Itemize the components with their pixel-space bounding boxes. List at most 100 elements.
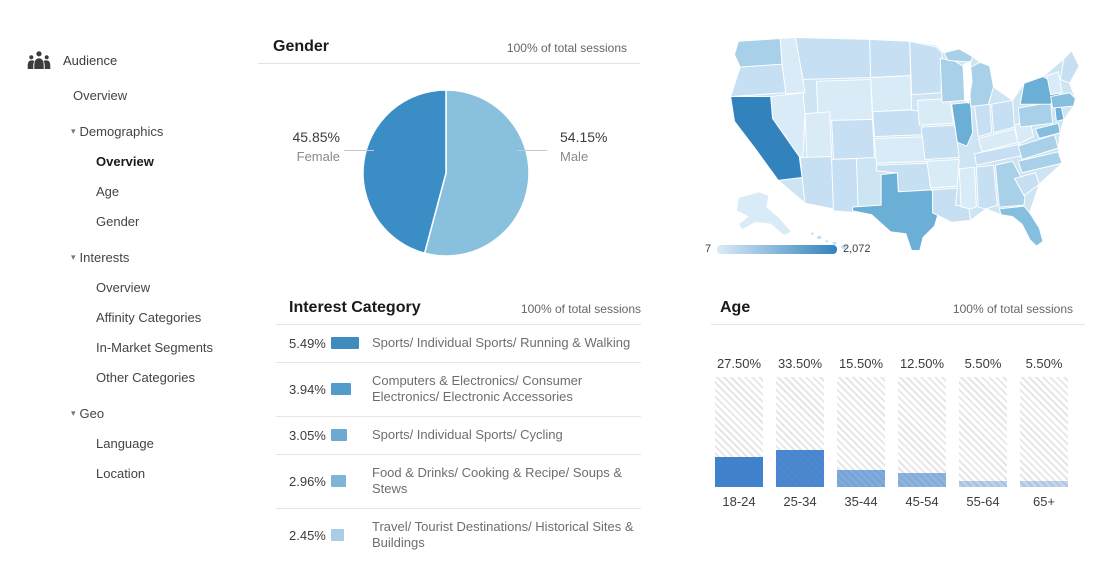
interest-list: 5.49% Sports/ Individual Sports/ Running… [276, 325, 641, 562]
gender-pie-chart [362, 89, 530, 257]
age-bar-column: 5.50% 65+ [1020, 356, 1068, 509]
sidebar-item-overview[interactable]: Overview [0, 272, 256, 302]
age-bar-column: 12.50% 45-54 [898, 356, 946, 509]
interest-label: Travel/ Tourist Destinations/ Historical… [372, 518, 634, 551]
map-legend-bar [717, 245, 837, 254]
pie-slice-female [362, 89, 447, 255]
sidebar-item-label: Interests [79, 249, 130, 265]
sidebar-item-demographics[interactable]: ▾ Demographics [0, 116, 256, 146]
female-percent: 45.85% [292, 129, 340, 145]
sidebar-item-age[interactable]: Age [0, 176, 256, 206]
interest-row: 2.45% Travel/ Tourist Destinations/ Hist… [276, 507, 641, 562]
age-bucket-label: 35-44 [844, 494, 878, 509]
age-bucket-label: 25-34 [783, 494, 817, 509]
interest-bar-track [331, 383, 372, 396]
interest-row: 3.05% Sports/ Individual Sports/ Cycling [276, 415, 641, 454]
age-bucket-label: 45-54 [905, 494, 939, 509]
age-percent: 5.50% [964, 356, 1002, 371]
sidebar-item-affinity-categories[interactable]: Affinity Categories [0, 302, 256, 332]
age-bucket-label: 55-64 [966, 494, 1000, 509]
sidebar-nav: Overview ▾ Demographics Overview Age Gender ▾ I… [0, 80, 256, 488]
sidebar-item-label: Age [96, 183, 120, 199]
sidebar-item-location[interactable]: Location [0, 458, 256, 488]
age-bar-column: 27.50% 18-24 [715, 356, 763, 509]
us-sessions-map [730, 37, 1080, 250]
interest-bar [331, 529, 344, 542]
gender-panel-subtitle: 100% of total sessions [506, 41, 627, 55]
sidebar-header-audience[interactable]: Audience [0, 44, 256, 76]
interest-row: 5.49% Sports/ Individual Sports/ Running… [276, 325, 641, 362]
interest-bar-track [331, 337, 372, 350]
age-bar-fill [776, 450, 824, 487]
gender-panel: Gender 100% of total sessions [258, 38, 640, 64]
age-bar-track [959, 377, 1007, 487]
age-percent: 15.50% [838, 356, 884, 371]
sidebar-item-gender[interactable]: Gender [0, 206, 256, 236]
interest-panel-title: Interest Category [289, 299, 421, 316]
age-bar-chart: 27.50% 18-24 33.50% 25-34 15.50% 35-44 1… [711, 356, 1085, 509]
interest-label: Computers & Electronics/ Consumer Electr… [372, 372, 583, 405]
sidebar-item-label: Affinity Categories [96, 309, 202, 325]
sidebar-header-label: Audience [63, 52, 118, 68]
sidebar-item-interests[interactable]: ▾ Interests [0, 242, 256, 272]
sidebar-item-other-categories[interactable]: Other Categories [0, 362, 256, 392]
pie-label-male: 54.15% Male [560, 130, 607, 163]
male-leader-line [517, 150, 547, 151]
age-percent: 5.50% [1025, 356, 1063, 371]
interest-category-panel: Interest Category 100% of total sessions… [276, 299, 641, 562]
sidebar-item-label: Overview [73, 87, 128, 103]
age-bar-track [1020, 377, 1068, 487]
male-percent: 54.15% [560, 129, 608, 145]
chevron-down-icon: ▾ [71, 125, 76, 136]
age-percent: 12.50% [899, 356, 945, 371]
map-legend-min: 7 [705, 243, 712, 255]
interest-bar [331, 429, 347, 442]
gender-panel-title: Gender [273, 38, 330, 55]
sidebar-item-label: Other Categories [96, 369, 195, 385]
age-panel: Age 100% of total sessions 27.50% 18-24 … [711, 299, 1085, 509]
sidebar-item-label: Geo [79, 405, 105, 421]
age-bar-fill [837, 470, 885, 487]
age-bar-fill [1020, 481, 1068, 487]
chevron-down-icon: ▾ [71, 407, 76, 418]
interest-percent: 2.96% [289, 473, 326, 489]
sidebar-item-overview[interactable]: Overview [0, 146, 256, 176]
age-bar-track [898, 377, 946, 487]
interest-bar [331, 475, 346, 488]
interest-bar-track [331, 475, 372, 488]
interest-percent: 5.49% [289, 335, 326, 351]
age-bar-column: 5.50% 55-64 [959, 356, 1007, 509]
sidebar-item-language[interactable]: Language [0, 428, 256, 458]
sidebar-item-label: Overview [96, 153, 154, 169]
age-bar-fill [715, 457, 763, 487]
sidebar-item-overview[interactable]: Overview [0, 80, 256, 110]
sidebar-item-label: Location [96, 465, 146, 481]
female-leader-line [344, 150, 374, 151]
age-panel-title: Age [720, 299, 751, 316]
interest-label: Sports/ Individual Sports/ Running & Wal… [372, 335, 631, 350]
interest-label: Food & Drinks/ Cooking & Recipe/ Soups &… [372, 464, 623, 497]
sidebar-item-geo[interactable]: ▾ Geo [0, 398, 256, 428]
age-bar-column: 33.50% 25-34 [776, 356, 824, 509]
sidebar-item-label: Demographics [79, 123, 164, 139]
chevron-down-icon: ▾ [71, 251, 76, 262]
male-label: Male [560, 149, 589, 164]
age-bar-fill [898, 473, 946, 487]
map-legend-max: 2,072 [843, 243, 871, 255]
age-bar-track [837, 377, 885, 487]
age-panel-header: Age 100% of total sessions [711, 299, 1085, 325]
interest-bar [331, 337, 359, 350]
age-bucket-label: 65+ [1032, 494, 1056, 509]
pie-label-female: 45.85% Female [252, 130, 340, 163]
age-percent: 33.50% [777, 356, 823, 371]
age-bar-track [776, 377, 824, 487]
sidebar-item-in-market-segments[interactable]: In-Market Segments [0, 332, 256, 362]
age-bar-track [715, 377, 763, 487]
age-bar-fill [959, 481, 1007, 487]
interest-bar-track [331, 429, 372, 442]
interest-label: Sports/ Individual Sports/ Cycling [372, 426, 563, 442]
sidebar-item-label: Gender [96, 213, 140, 229]
age-bar-column: 15.50% 35-44 [837, 356, 885, 509]
interest-percent: 3.05% [289, 427, 326, 443]
